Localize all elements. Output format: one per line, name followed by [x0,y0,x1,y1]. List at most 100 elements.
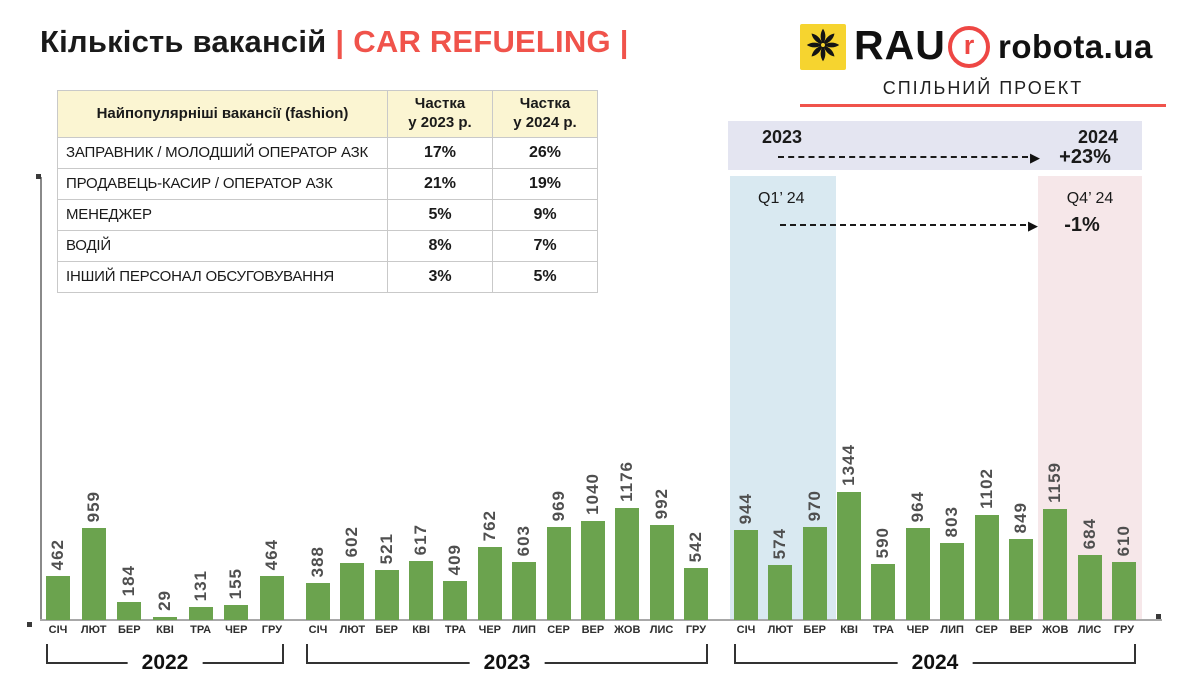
bar-value-label: 574 [770,527,790,559]
bar-2024-ЧЕР: 964 [905,490,930,620]
year-label-2023: 2023 [469,651,545,675]
bar-group-2023: 388 602 521 617 409 762 603 969 1040 1176 992 542 С… [306,420,708,675]
title-separator-right: | [619,24,629,59]
bar-rect [46,576,70,620]
share-2024-value: 9% [492,198,598,231]
bar-value-label: 964 [907,490,927,522]
rau-star-icon [805,27,841,68]
bar-value-label: 969 [548,489,568,521]
bar-group-2024: 944 574 970 1344 590 964 803 1102 849 1159 684 610 … [734,420,1136,675]
bar-rect [340,563,365,620]
month-label: ЧЕР [906,624,929,636]
bar-2024-ГРУ: 610 [1111,524,1136,620]
bar-2023-ВЕР: 1040 [580,473,605,620]
bar-2023-ЧЕР: 762 [477,510,502,620]
bar-rect [1111,562,1136,620]
yoy-to-label: 2024 [1077,127,1119,147]
month-label: СІЧ [48,624,68,636]
month-label: ВЕР [1009,624,1033,636]
bar-value-label: 617 [411,523,431,555]
robota-logo-text: robota.ua [998,28,1153,65]
bar-value-label: 1040 [582,473,602,515]
bar-rect [443,581,468,620]
axis-endpoint-dot [1156,614,1161,619]
month-label: КВІ [156,624,174,636]
bar-value-label: 542 [685,530,705,562]
bar-2022-ТРА: 131 [188,569,213,620]
bar-rect [1077,555,1102,620]
bar-value-label: 155 [226,567,246,599]
bars-row-2023: 388 602 521 617 409 762 603 969 1040 1176 992 542 [306,420,708,620]
month-label: ЧЕР [478,624,501,636]
col-header-share-2024: Частка у 2024 р. [492,90,598,138]
bar-value-label: 184 [119,564,139,596]
axis-endpoint-dot [36,174,41,179]
bar-rect [374,570,399,620]
bar-2022-БЕР: 184 [117,564,142,620]
bar-2022-КВІ: 29 [152,590,177,620]
share-2023-value: 3% [387,260,493,293]
bar-value-label: 131 [190,569,210,601]
bar-2023-ГРУ: 542 [683,530,708,620]
bar-rect [306,583,330,620]
bar-2024-СІЧ: 944 [734,493,758,620]
bar-rect [974,515,999,620]
month-label: СЕР [547,624,570,636]
bar-rect [259,576,284,620]
month-label: ЛИП [940,624,964,636]
bar-group-2022: 462 959 184 29 131 155 464 СІЧ ЛЮТ БЕР КВІ ТРА ЧЕР Г… [46,420,284,675]
yoy-change-value: +23% [1059,145,1111,168]
month-label: ЛИС [1077,624,1102,636]
table-row: МЕНЕДЖЕР 5% 9% [57,198,598,231]
bar-rect [81,528,106,620]
share-2024-value: 7% [492,229,598,262]
bar-2023-ЛИП: 603 [512,524,537,620]
bar-2024-ЛЮТ: 574 [768,527,793,620]
bars-row-2024: 944 574 970 1344 590 964 803 1102 849 1159 684 610 [734,420,1136,620]
bar-rect [837,492,862,620]
yoy-arrowhead-icon: ▶ [1030,149,1040,165]
month-label: БЕР [803,624,827,636]
bar-2023-СІЧ: 388 [306,546,330,620]
bar-rect [409,561,434,620]
bar-value-label: 603 [514,524,534,556]
bar-rect [546,527,571,620]
month-label: ЧЕР [225,624,248,636]
share-2023-value: 8% [387,229,493,262]
month-label: СЕР [975,624,998,636]
bar-2024-ВЕР: 849 [1008,502,1033,620]
bar-rect [683,568,708,620]
bar-value-label: 970 [804,489,824,521]
vacancy-name: ІНШИЙ ПЕРСОНАЛ ОБСУГОВУВАННЯ [57,260,388,293]
bar-rect [477,547,502,620]
months-row-2024: СІЧ ЛЮТ БЕР КВІ ТРА ЧЕР ЛИП СЕР ВЕР ЖОВ ЛИС ГРУ [734,624,1136,639]
bar-rect [615,508,640,620]
vacancy-name: МЕНЕДЖЕР [57,198,388,231]
month-label: ГРУ [685,624,707,636]
title-red-text: CAR REFUELING [353,24,611,59]
month-label: ГРУ [261,624,283,636]
bar-2024-КВІ: 1344 [837,444,862,620]
joint-project-subtitle: СПІЛЬНИЙ ПРОЕКТ [882,78,1084,98]
title-separator-left: | [335,24,345,59]
page-title: Кількість вакансій | CAR REFUELING | [40,24,629,60]
year-bracket-2022: 2022 [46,644,284,675]
qoq-to-label: Q4’ 24 [1066,190,1114,207]
red-divider-line [800,104,1166,107]
bar-2024-БЕР: 970 [802,489,827,620]
month-label: ЖОВ [1042,624,1069,636]
months-row-2022: СІЧ ЛЮТ БЕР КВІ ТРА ЧЕР ГРУ [46,624,284,639]
yoy-from-label: 2023 [762,127,803,147]
year-bracket-2024: 2024 [734,644,1136,675]
month-label: БЕР [118,624,141,636]
bar-2024-ЛИП: 803 [940,506,965,620]
year-bracket-2023: 2023 [306,644,708,675]
bar-2023-КВІ: 617 [409,523,434,620]
bar-value-label: 521 [376,532,396,564]
month-label: БЕР [375,624,399,636]
bar-2022-ГРУ: 464 [259,539,284,620]
bar-value-label: 610 [1113,524,1133,556]
robota-r-letter: r [963,30,975,60]
bar-rect [188,607,213,620]
table-row: ЗАПРАВНИК / МОЛОДШИЙ ОПЕРАТОР АЗК 17% 26… [57,136,598,169]
